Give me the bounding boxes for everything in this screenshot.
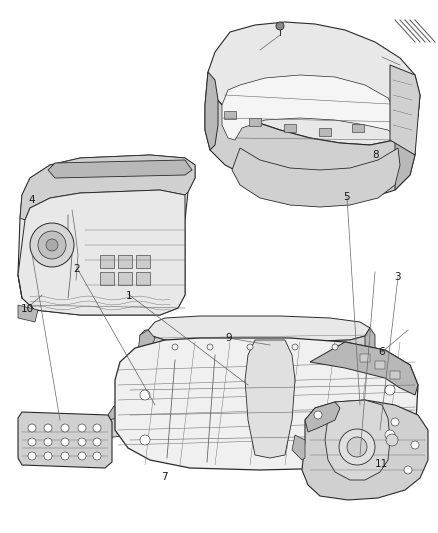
Polygon shape xyxy=(225,388,279,410)
Polygon shape xyxy=(231,148,399,207)
Polygon shape xyxy=(304,402,339,432)
Polygon shape xyxy=(309,342,417,395)
Polygon shape xyxy=(152,423,168,429)
Circle shape xyxy=(385,434,397,446)
Polygon shape xyxy=(248,118,261,126)
Polygon shape xyxy=(48,160,191,178)
Polygon shape xyxy=(136,255,150,268)
Polygon shape xyxy=(102,414,209,438)
Circle shape xyxy=(390,418,398,426)
Circle shape xyxy=(30,223,74,267)
Circle shape xyxy=(331,344,337,350)
Text: 5: 5 xyxy=(343,192,350,202)
Polygon shape xyxy=(205,72,414,200)
Polygon shape xyxy=(222,75,397,140)
Polygon shape xyxy=(301,400,427,500)
Circle shape xyxy=(276,22,283,30)
Text: 4: 4 xyxy=(28,195,35,205)
Circle shape xyxy=(384,430,394,440)
Text: 2: 2 xyxy=(73,264,80,274)
Circle shape xyxy=(28,438,36,446)
Circle shape xyxy=(403,466,411,474)
Circle shape xyxy=(61,452,69,460)
Text: 6: 6 xyxy=(378,347,385,357)
Circle shape xyxy=(93,452,101,460)
Circle shape xyxy=(291,344,297,350)
Circle shape xyxy=(44,452,52,460)
Circle shape xyxy=(78,438,86,446)
Polygon shape xyxy=(389,65,419,155)
Polygon shape xyxy=(115,386,218,408)
Circle shape xyxy=(410,441,418,449)
Circle shape xyxy=(44,424,52,432)
Polygon shape xyxy=(223,111,236,119)
Circle shape xyxy=(140,435,150,445)
Circle shape xyxy=(338,429,374,465)
Circle shape xyxy=(346,437,366,457)
Polygon shape xyxy=(100,272,114,285)
Text: 11: 11 xyxy=(374,459,388,469)
Circle shape xyxy=(384,385,394,395)
Polygon shape xyxy=(152,393,168,399)
Circle shape xyxy=(61,424,69,432)
Circle shape xyxy=(61,438,69,446)
Circle shape xyxy=(140,390,150,400)
Circle shape xyxy=(207,344,212,350)
Polygon shape xyxy=(152,408,168,414)
Text: 1: 1 xyxy=(126,291,133,301)
Circle shape xyxy=(28,424,36,432)
Polygon shape xyxy=(20,155,194,220)
Polygon shape xyxy=(291,435,304,460)
Text: 7: 7 xyxy=(161,472,168,482)
Polygon shape xyxy=(205,72,218,150)
Polygon shape xyxy=(100,255,114,268)
Polygon shape xyxy=(283,124,295,132)
Circle shape xyxy=(172,344,177,350)
Circle shape xyxy=(38,231,66,259)
Circle shape xyxy=(78,424,86,432)
Polygon shape xyxy=(318,128,330,136)
Polygon shape xyxy=(324,400,389,480)
Polygon shape xyxy=(234,370,277,394)
Polygon shape xyxy=(140,330,152,355)
Polygon shape xyxy=(18,155,194,315)
Polygon shape xyxy=(208,22,419,145)
Polygon shape xyxy=(359,354,369,362)
Circle shape xyxy=(46,239,58,251)
Circle shape xyxy=(247,344,252,350)
Polygon shape xyxy=(367,424,414,462)
Polygon shape xyxy=(118,255,132,268)
Text: 3: 3 xyxy=(393,272,400,282)
Polygon shape xyxy=(18,412,112,468)
Polygon shape xyxy=(18,190,184,315)
Polygon shape xyxy=(118,272,132,285)
Polygon shape xyxy=(244,340,294,458)
Circle shape xyxy=(93,424,101,432)
Polygon shape xyxy=(364,328,374,368)
Polygon shape xyxy=(18,305,38,322)
Circle shape xyxy=(28,452,36,460)
Text: 10: 10 xyxy=(21,304,34,314)
Polygon shape xyxy=(389,371,399,379)
Circle shape xyxy=(44,438,52,446)
Polygon shape xyxy=(136,272,150,285)
Circle shape xyxy=(93,438,101,446)
Polygon shape xyxy=(108,400,215,425)
Circle shape xyxy=(313,411,321,419)
Polygon shape xyxy=(351,124,363,132)
Polygon shape xyxy=(138,330,155,355)
Circle shape xyxy=(78,452,86,460)
Polygon shape xyxy=(115,338,417,470)
Polygon shape xyxy=(374,361,384,369)
Polygon shape xyxy=(148,316,369,342)
Text: 9: 9 xyxy=(224,334,231,343)
Polygon shape xyxy=(394,95,419,190)
Polygon shape xyxy=(145,328,369,376)
Text: 8: 8 xyxy=(371,150,378,159)
